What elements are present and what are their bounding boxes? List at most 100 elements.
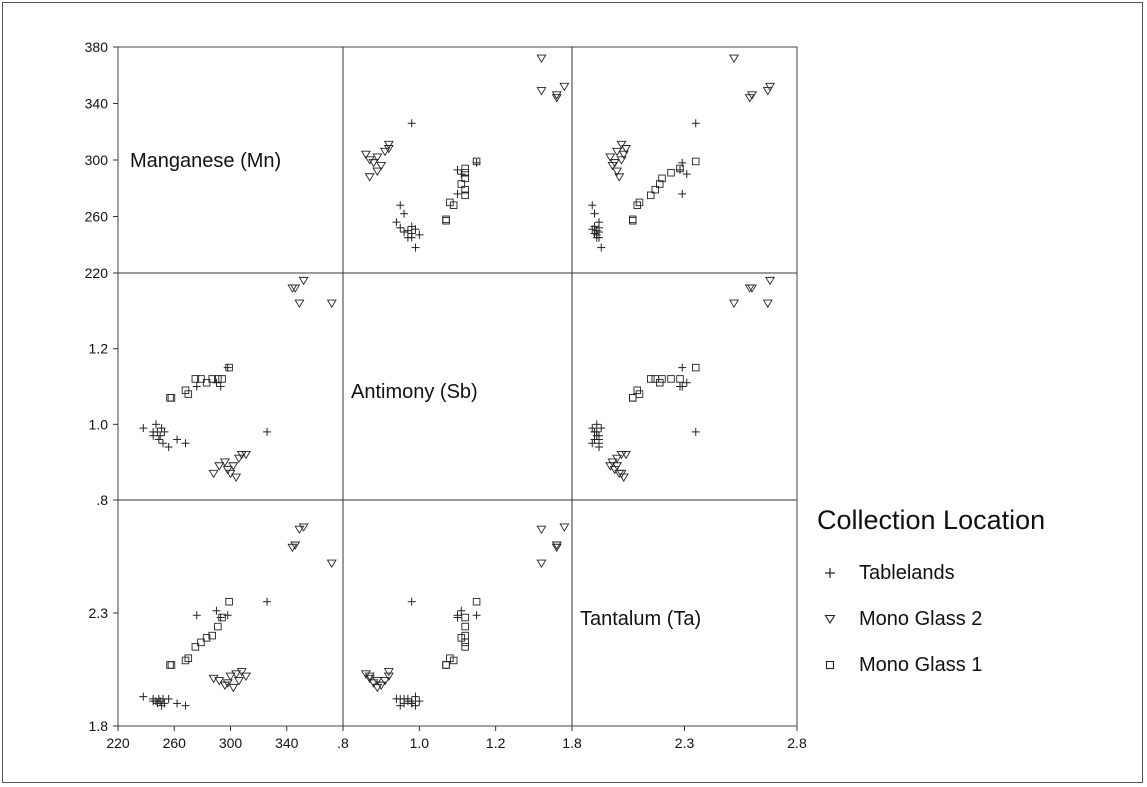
x-tick-label: 1.0 <box>410 735 430 751</box>
square-marker <box>197 638 205 647</box>
square-marker <box>218 613 226 622</box>
y-tick-label: 2.3 <box>89 605 109 621</box>
plus-marker <box>407 597 416 606</box>
plus-marker <box>160 699 169 708</box>
plus-marker <box>588 424 597 433</box>
plus-marker <box>595 218 603 227</box>
triangle-down-marker <box>747 91 757 100</box>
triangle-down-marker <box>762 299 773 308</box>
triangle-down-marker <box>383 145 394 154</box>
triangle-down-marker <box>621 450 631 460</box>
square-marker <box>676 164 684 173</box>
square-marker-icon <box>817 654 843 676</box>
plus-marker <box>400 209 409 218</box>
square-marker <box>629 394 637 402</box>
variable-labels: Manganese (Mn) Antimony (Sb) Tantalum (Ta) <box>130 150 701 630</box>
triangle-down-marker <box>551 543 562 553</box>
triangle-down-marker <box>231 670 242 679</box>
square-marker <box>461 613 469 622</box>
plus-marker <box>212 378 221 387</box>
triangle-down-marker <box>290 284 301 293</box>
square-marker <box>218 375 226 383</box>
triangle-down-marker <box>368 679 379 688</box>
square-marker <box>461 643 469 651</box>
triangle-down-marker <box>228 462 239 471</box>
plus-marker <box>216 382 225 391</box>
triangle-down-marker <box>231 473 242 482</box>
plus-marker <box>691 427 700 436</box>
square-marker <box>214 375 222 383</box>
plus-marker <box>403 226 412 235</box>
plus-marker <box>149 427 158 436</box>
plus-marker <box>181 701 190 710</box>
plus-marker <box>263 427 272 436</box>
plus-marker <box>164 694 173 703</box>
x-tick-label: 340 <box>275 735 299 751</box>
plus-marker <box>676 382 684 391</box>
triangle-down-marker <box>364 674 375 684</box>
triangle-down-marker <box>360 670 371 679</box>
square-marker <box>633 386 642 395</box>
square-marker <box>181 386 190 395</box>
square-marker <box>446 198 454 207</box>
triangle-down-marker <box>609 159 620 168</box>
triangle-down-marker <box>383 668 394 677</box>
plus-marker <box>590 435 599 444</box>
x-tick-label: 2.8 <box>787 735 807 751</box>
y-tick-label: 380 <box>85 39 109 55</box>
plus-marker <box>192 382 201 391</box>
plus-marker <box>595 443 603 452</box>
plus-marker <box>396 701 405 710</box>
triangle-down-marker <box>612 147 622 157</box>
legend-item-mono-glass-1: Mono Glass 1 <box>817 654 1045 676</box>
plus-marker <box>682 170 691 179</box>
y-tick-label: 260 <box>85 209 109 225</box>
triangle-down-marker <box>551 94 562 103</box>
x-tick-label: 220 <box>106 735 130 751</box>
square-marker <box>167 394 176 402</box>
plus-marker <box>592 427 601 436</box>
triangle-down-marker <box>294 525 305 535</box>
plus-marker <box>678 189 687 198</box>
triangle-down-marker <box>616 450 627 460</box>
plus-marker <box>453 613 462 622</box>
triangle-down-marker <box>294 299 305 308</box>
square-marker <box>461 622 469 631</box>
square-marker <box>629 215 637 224</box>
triangle-down-marker <box>228 683 239 693</box>
plus-marker <box>164 443 173 452</box>
triangle-down-marker <box>225 672 236 681</box>
plus-marker <box>400 228 409 237</box>
plus-marker <box>588 201 597 210</box>
variable-label-Ta: Tantalum (Ta) <box>580 608 701 630</box>
plus-marker <box>407 119 416 128</box>
plus-marker <box>592 420 601 429</box>
square-marker <box>635 390 644 398</box>
triangle-down-marker <box>729 299 739 308</box>
triangle-down-marker <box>747 284 757 293</box>
triangle-down-marker <box>605 462 616 471</box>
square-marker <box>449 656 458 665</box>
triangle-down-marker <box>368 159 379 168</box>
square-marker <box>633 201 642 209</box>
triangle-down-marker <box>559 523 570 532</box>
triangle-down-marker <box>360 150 371 160</box>
panel-Sb-vs-Mn <box>117 272 344 501</box>
square-marker <box>667 375 675 383</box>
x-tick-label: 1.8 <box>562 735 582 751</box>
square-marker <box>208 375 216 383</box>
plus-marker <box>154 435 163 444</box>
y-tick-label: 1.2 <box>89 341 109 357</box>
panel-Ta-vs-Mn <box>117 499 344 727</box>
legend-label: Mono Glass 1 <box>859 653 983 676</box>
plus-marker <box>396 223 405 232</box>
square-marker <box>191 375 200 383</box>
plus-marker <box>590 209 599 218</box>
triangle-down-marker <box>618 150 629 160</box>
plus-marker <box>400 699 409 708</box>
triangle-down-marker <box>621 145 631 154</box>
x-tick-label: 2.3 <box>675 735 695 751</box>
